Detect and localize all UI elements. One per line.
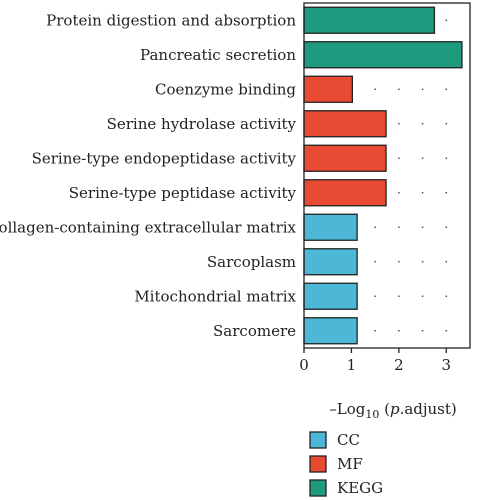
grid-dot xyxy=(445,329,448,332)
grid-dot xyxy=(445,295,448,298)
x-axis-title-prefix: –Log xyxy=(329,400,365,418)
grid-dot xyxy=(445,19,448,22)
x-tick-label: 2 xyxy=(394,356,404,374)
legend-label: MF xyxy=(337,455,363,473)
grid-dot xyxy=(397,295,400,298)
grid-dot xyxy=(397,157,400,160)
category-label: Serine hydrolase activity xyxy=(107,115,297,133)
grid-dot xyxy=(397,226,400,229)
grid-dot xyxy=(421,226,424,229)
category-label: Pancreatic secretion xyxy=(140,46,296,64)
x-axis-title-subscript: 10 xyxy=(365,408,379,421)
grid-dot xyxy=(421,157,424,160)
legend-swatch xyxy=(309,455,327,473)
x-axis-title: –Log10 (p.adjust) xyxy=(329,400,457,421)
bar xyxy=(303,75,354,103)
bar xyxy=(303,110,387,138)
bar xyxy=(303,144,387,172)
x-tick-label: 1 xyxy=(347,356,357,374)
x-tick-label: 0 xyxy=(299,356,309,374)
grid-dot xyxy=(421,329,424,332)
grid-dot xyxy=(374,260,377,263)
category-label: Protein digestion and absorption xyxy=(46,11,296,29)
category-label: Serine-type endopeptidase activity xyxy=(32,149,297,167)
bar xyxy=(303,6,436,34)
x-tick-label: 3 xyxy=(442,356,452,374)
grid-dot xyxy=(421,88,424,91)
bar xyxy=(303,317,358,345)
bar xyxy=(303,282,358,310)
bars xyxy=(303,6,463,345)
bar xyxy=(303,179,387,207)
x-axis-ticks: 0 1 2 3 xyxy=(299,348,451,374)
category-label: Sarcoplasm xyxy=(207,253,296,271)
grid-dot xyxy=(397,122,400,125)
category-label: Mitochondrial matrix xyxy=(134,287,296,305)
grid-dot xyxy=(374,295,377,298)
category-label: Coenzyme binding xyxy=(155,80,296,98)
grid-dot xyxy=(445,191,448,194)
grid-dot xyxy=(445,88,448,91)
category-label: Collagen-containing extracellular matrix xyxy=(0,218,297,236)
grid-dot xyxy=(397,191,400,194)
bar xyxy=(303,248,358,276)
legend-label: CC xyxy=(337,431,360,449)
grid-dot xyxy=(421,191,424,194)
legend-swatch xyxy=(309,479,327,497)
plot-frame xyxy=(303,2,471,349)
grid-dot xyxy=(374,226,377,229)
bar xyxy=(303,41,463,69)
grid-dot xyxy=(397,329,400,332)
category-label: Sarcomere xyxy=(213,322,296,340)
legend: CC MF KEGG xyxy=(309,431,383,497)
grid-dot xyxy=(445,122,448,125)
legend-swatch xyxy=(309,431,327,449)
x-axis-title-open: ( xyxy=(379,400,390,418)
category-labels: Protein digestion and absorption Pancreat… xyxy=(0,11,297,340)
bar xyxy=(303,213,358,241)
grid-dot xyxy=(421,122,424,125)
grid-dot xyxy=(445,260,448,263)
grid-dot xyxy=(374,88,377,91)
grid-dot xyxy=(421,295,424,298)
grid-dot xyxy=(445,226,448,229)
grid-dot xyxy=(374,329,377,332)
grid-dot xyxy=(397,260,400,263)
grid-dot xyxy=(397,88,400,91)
grid-dot xyxy=(421,260,424,263)
legend-label: KEGG xyxy=(337,479,383,497)
x-axis-title-rest: .adjust) xyxy=(400,400,457,418)
grid-dot xyxy=(445,157,448,160)
x-axis-title-italic: p xyxy=(390,400,400,418)
category-label: Serine-type peptidase activity xyxy=(69,184,297,202)
